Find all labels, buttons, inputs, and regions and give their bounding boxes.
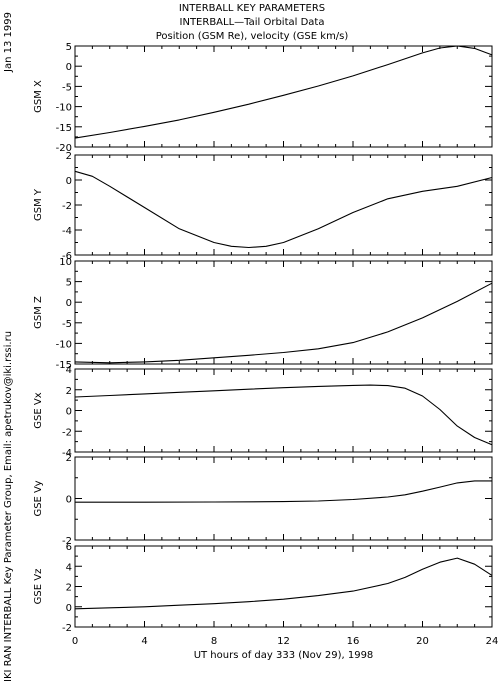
y-tick-label: -2 bbox=[62, 536, 72, 547]
y-tick-label: 0 bbox=[66, 407, 72, 418]
y-tick-label: -2 bbox=[62, 201, 72, 212]
y-axis-label: GSM Y bbox=[33, 188, 44, 221]
y-tick-label: 5 bbox=[66, 278, 72, 289]
y-axis-label: GSM X bbox=[33, 80, 44, 113]
y-tick-label: 0 bbox=[66, 62, 72, 73]
y-axis-label: GSM Z bbox=[33, 296, 44, 329]
y-tick-label: 5 bbox=[66, 42, 72, 53]
y-tick-label: -15 bbox=[56, 123, 72, 134]
y-tick-label: -2 bbox=[62, 427, 72, 438]
y-tick-label: -6 bbox=[62, 251, 72, 262]
y-tick-label: -10 bbox=[56, 339, 72, 350]
y-tick-label: 4 bbox=[66, 365, 72, 376]
y-tick-label: 0 bbox=[66, 298, 72, 309]
y-tick-label: -20 bbox=[56, 143, 72, 154]
y-tick-label: 6 bbox=[66, 542, 72, 553]
y-tick-label: 0 bbox=[66, 603, 72, 614]
panel-frame bbox=[74, 45, 493, 148]
y-tick-label: 2 bbox=[66, 453, 72, 464]
y-tick-label: -10 bbox=[56, 103, 72, 114]
y-tick-label: -5 bbox=[62, 82, 72, 93]
panel-frame bbox=[74, 456, 493, 541]
y-tick-label: 2 bbox=[66, 583, 72, 594]
y-tick-label: -4 bbox=[62, 226, 72, 237]
x-tick-label: 8 bbox=[211, 636, 217, 647]
x-tick-label: 24 bbox=[486, 636, 499, 647]
x-tick-label: 0 bbox=[72, 636, 78, 647]
x-axis-label: UT hours of day 333 (Nov 29), 1998 bbox=[194, 650, 374, 661]
y-tick-label: 2 bbox=[66, 386, 72, 397]
y-tick-label: -5 bbox=[62, 319, 72, 330]
chart-title-line-1: INTERBALL KEY PARAMETERS bbox=[178, 3, 326, 14]
y-tick-label: 0 bbox=[66, 176, 72, 187]
panel-frame bbox=[74, 154, 493, 256]
y-axis-label: GSE Vx bbox=[33, 392, 44, 428]
panel-frame bbox=[74, 260, 493, 365]
y-tick-label: 2 bbox=[66, 151, 72, 162]
x-tick-label: 20 bbox=[416, 636, 429, 647]
x-tick-label: 16 bbox=[347, 636, 360, 647]
chart-title-line-3: Position (GSM Re), velocity (GSE km/s) bbox=[155, 31, 349, 42]
series-line bbox=[74, 170, 493, 249]
y-tick-label: 10 bbox=[59, 257, 72, 268]
series-line bbox=[74, 384, 493, 446]
chart-title-line-2: INTERBALL—Tail Orbital Data bbox=[179, 17, 325, 28]
series-line bbox=[74, 45, 493, 139]
y-axis-label: GSE Vz bbox=[33, 569, 44, 605]
y-tick-label: -4 bbox=[62, 448, 72, 459]
series-line bbox=[74, 557, 493, 610]
y-tick-label: 4 bbox=[66, 562, 72, 573]
y-tick-label: 0 bbox=[66, 495, 72, 506]
x-tick-label: 4 bbox=[141, 636, 147, 647]
series-line bbox=[74, 282, 493, 364]
y-tick-label: -2 bbox=[62, 623, 72, 634]
x-tick-label: 12 bbox=[277, 636, 290, 647]
y-tick-label: -15 bbox=[56, 360, 72, 371]
series-line bbox=[75, 480, 492, 503]
panel-frame bbox=[74, 368, 493, 453]
y-axis-label: GSE Vy bbox=[33, 480, 44, 516]
panel-frame bbox=[74, 545, 493, 628]
